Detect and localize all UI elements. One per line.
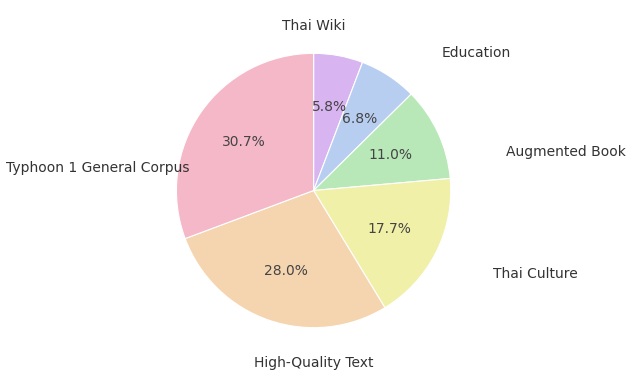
Text: High-Quality Text: High-Quality Text [254, 355, 373, 370]
Wedge shape [185, 190, 385, 328]
Text: 5.8%: 5.8% [312, 100, 347, 114]
Text: Thai Culture: Thai Culture [493, 267, 577, 281]
Text: 6.8%: 6.8% [342, 112, 378, 126]
Text: Thai Wiki: Thai Wiki [282, 19, 346, 33]
Text: 11.0%: 11.0% [369, 148, 413, 162]
Text: 30.7%: 30.7% [222, 135, 266, 149]
Text: Typhoon 1 General Corpus: Typhoon 1 General Corpus [6, 161, 190, 174]
Text: 28.0%: 28.0% [264, 264, 308, 278]
Wedge shape [177, 53, 314, 239]
Wedge shape [314, 53, 362, 190]
Wedge shape [314, 178, 451, 308]
Text: Augmented Book: Augmented Book [506, 146, 625, 159]
Wedge shape [314, 94, 450, 190]
Text: Education: Education [442, 46, 511, 60]
Text: 17.7%: 17.7% [367, 222, 412, 236]
Wedge shape [314, 62, 411, 190]
